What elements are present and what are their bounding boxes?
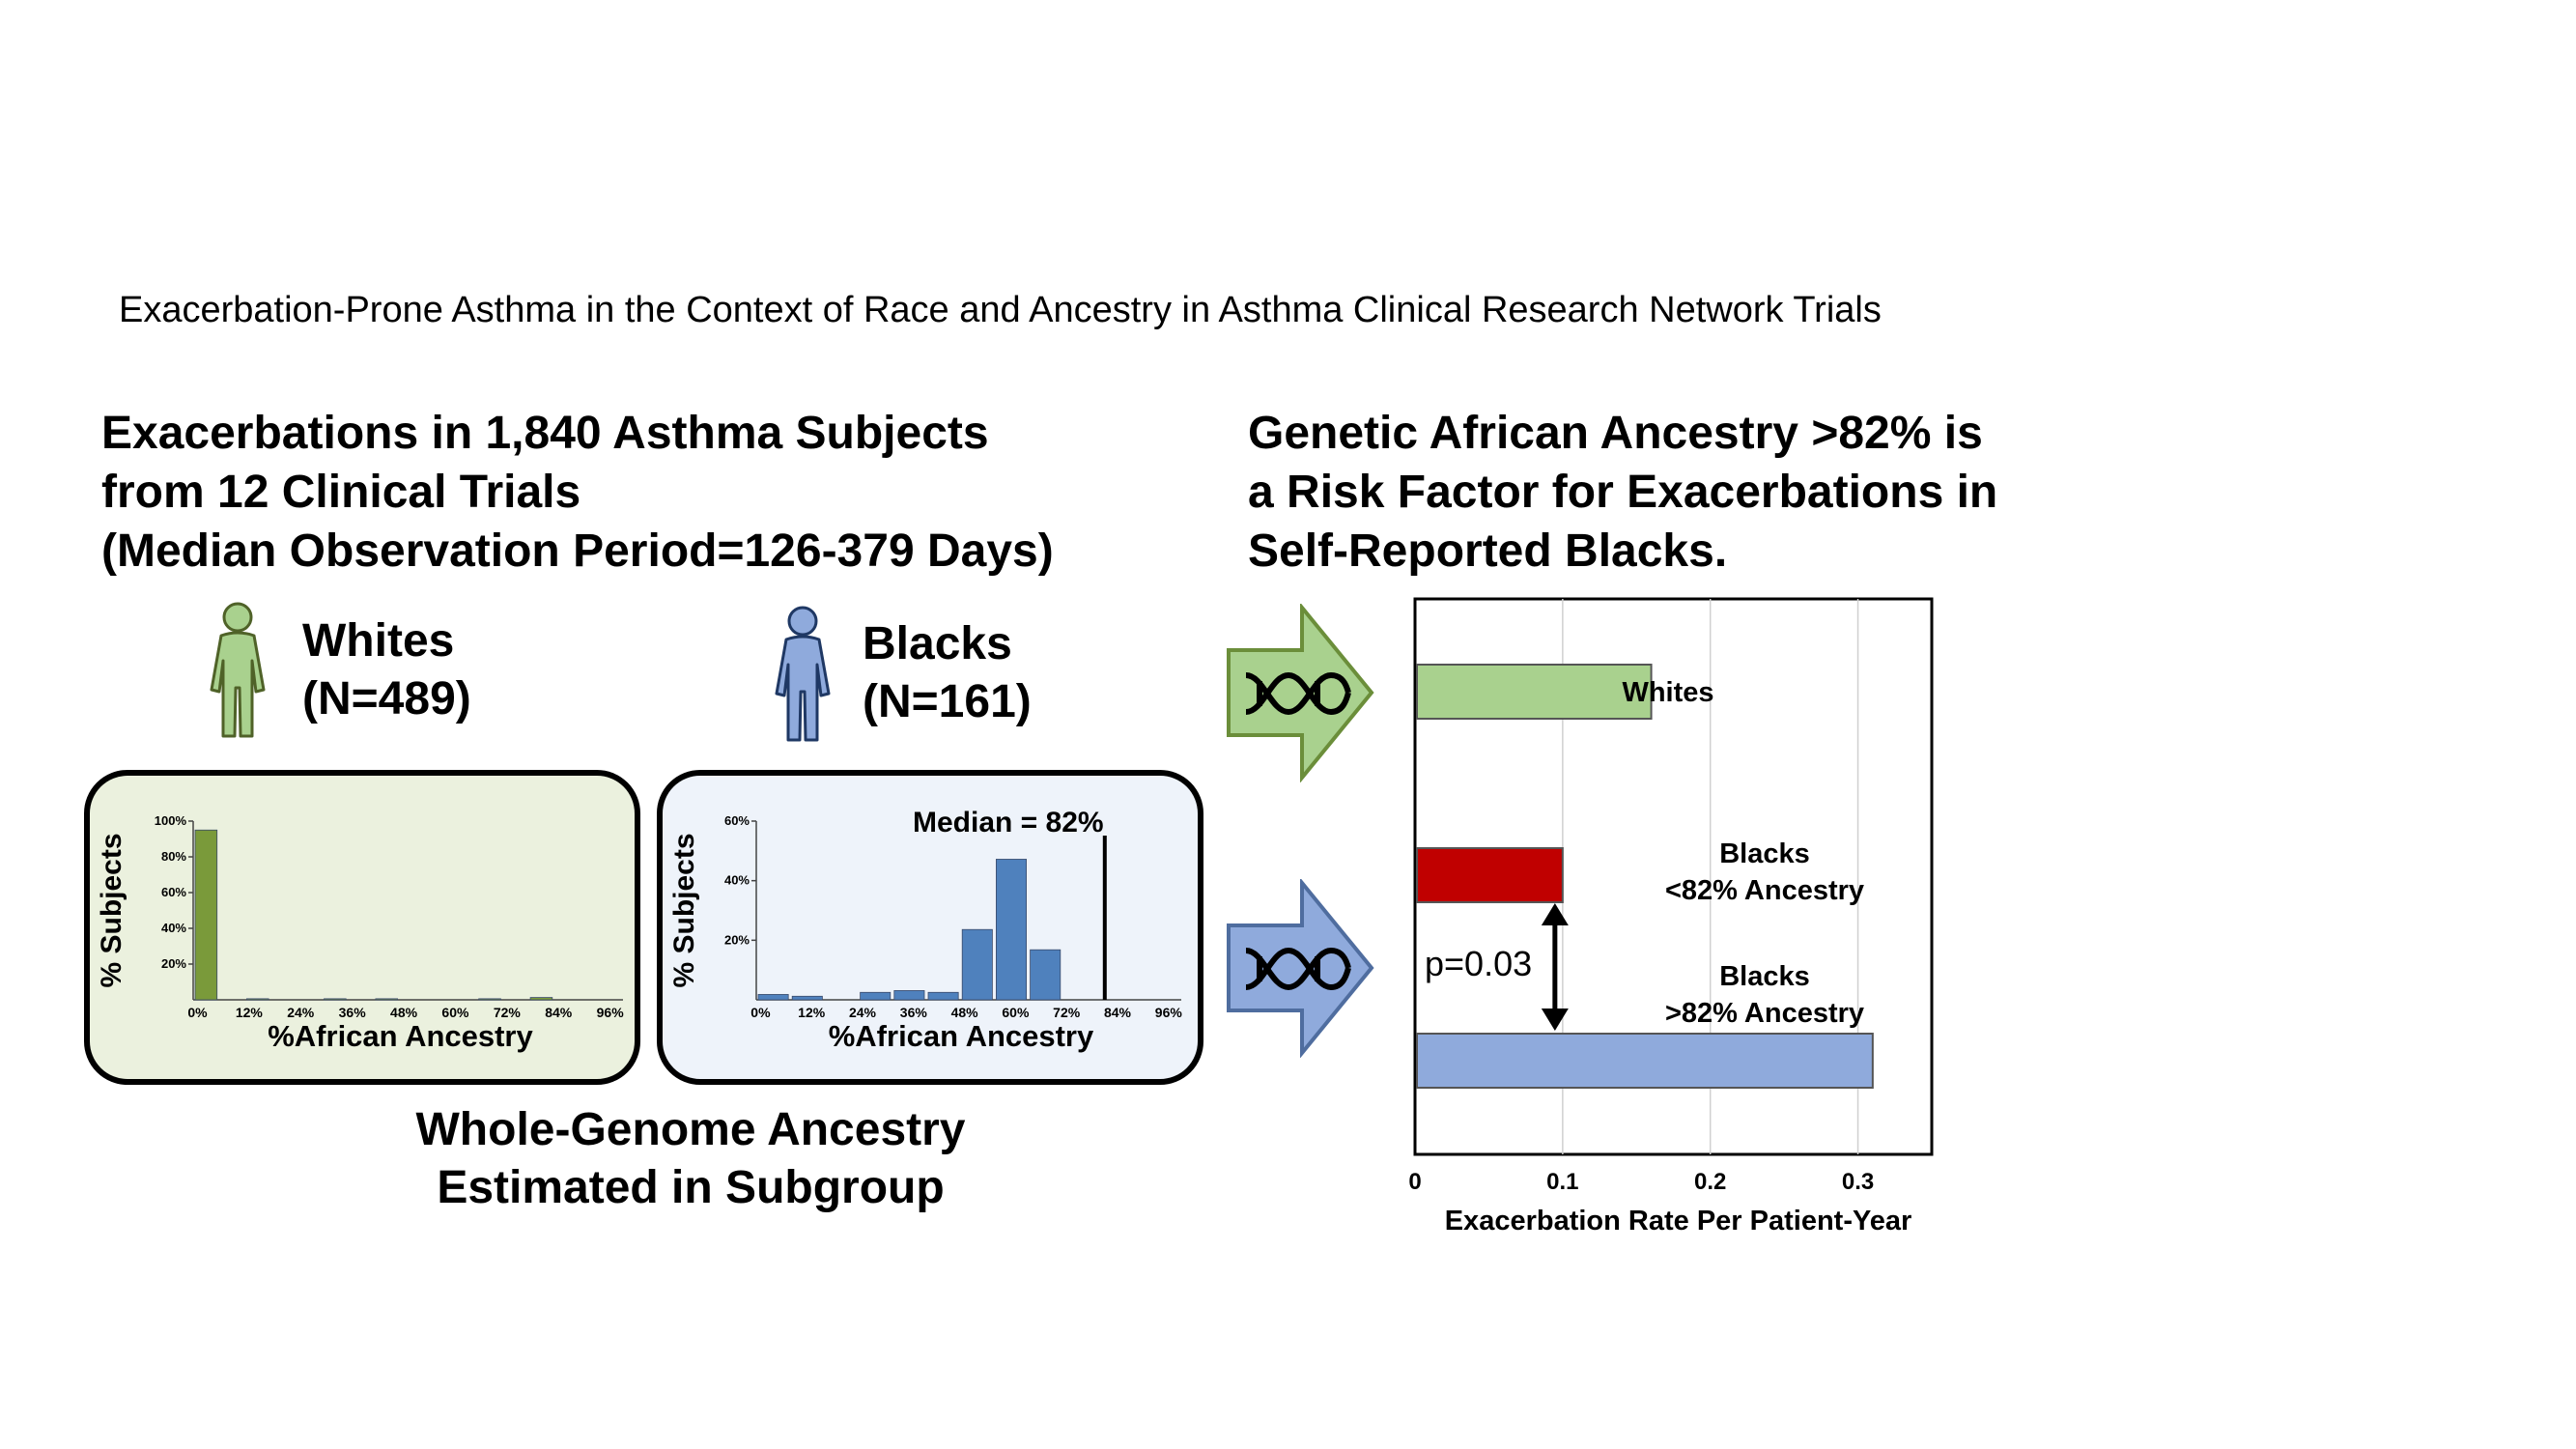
- x-tick-label: 12%: [798, 1005, 826, 1020]
- x-tick-label: 0%: [187, 1005, 208, 1020]
- x-tick-label: 24%: [849, 1005, 877, 1020]
- right-heading-line: Genetic African Ancestry >82% is: [1248, 408, 1983, 459]
- whites-arrow: [1227, 604, 1374, 782]
- histogram-bar: [1030, 949, 1062, 1001]
- bar-label: Whites: [1622, 677, 1713, 708]
- rate-bar: [1416, 664, 1653, 720]
- histogram-bar: [757, 994, 789, 1001]
- x-axis-label: %African Ancestry: [829, 1019, 1094, 1053]
- x-tick-label: 96%: [597, 1005, 625, 1020]
- y-axis-label: % Subjects: [96, 833, 127, 987]
- person-icon: [775, 606, 831, 742]
- x-tick-label: 72%: [1053, 1005, 1081, 1020]
- blacks-name: Blacks: [863, 618, 1012, 669]
- whites-group-label: Whites (N=489): [302, 612, 471, 728]
- x-tick-label: 48%: [951, 1005, 979, 1020]
- y-tick-label: 40%: [724, 873, 750, 888]
- y-tick-label: 20%: [724, 932, 750, 947]
- blacks-arrow: [1227, 879, 1374, 1058]
- x-tick-label: 0.3: [1842, 1169, 1874, 1195]
- whites-count: (N=489): [302, 673, 471, 724]
- arrow-right-icon: [1227, 879, 1374, 1058]
- arrow-head-up: [1541, 903, 1569, 925]
- bar-label: <82% Ancestry: [1665, 875, 1864, 906]
- panel-background: [657, 770, 1203, 1085]
- x-tick-label: 0.2: [1694, 1169, 1726, 1195]
- left-heading-line: Exacerbations in 1,840 Asthma Subjects: [101, 408, 989, 459]
- x-tick-label: 0%: [750, 1005, 771, 1020]
- histogram-bar: [324, 998, 347, 1001]
- panel-caption-line: Estimated in Subgroup: [437, 1162, 945, 1213]
- histogram-bar: [791, 995, 823, 1001]
- histogram-bar: [860, 991, 892, 1001]
- bar-label: >82% Ancestry: [1665, 998, 1864, 1029]
- x-axis-label: Exacerbation Rate Per Patient-Year: [1445, 1206, 1912, 1236]
- y-tick-label: 20%: [161, 956, 186, 971]
- x-tick-label: 48%: [390, 1005, 418, 1020]
- whites-person: [210, 602, 266, 738]
- page-title: Exacerbation-Prone Asthma in the Context…: [119, 290, 1882, 330]
- y-tick-label: 60%: [161, 885, 186, 899]
- histogram-bar: [478, 998, 501, 1001]
- histogram-bar: [893, 990, 925, 1001]
- histogram-bar: [194, 829, 218, 1001]
- left-heading-line: (Median Observation Period=126-379 Days): [101, 526, 1054, 577]
- right-heading: Genetic African Ancestry >82% is a Risk …: [1248, 404, 1997, 581]
- x-tick-label: 84%: [1104, 1005, 1132, 1020]
- rate-bar: [1416, 1033, 1874, 1089]
- histogram-bar: [529, 997, 553, 1001]
- y-tick-label: 40%: [161, 921, 186, 935]
- blacks-ancestry-panel: 20% 40% 60% 0% 12% 24% 36% 48% 60% 72% 84% 96% %Afri…: [657, 770, 1203, 1085]
- exacerbation-rate-chart: 0 0.1 0.2 0.3 Exacerbation Rate Per Patient-…: [1408, 597, 1934, 1236]
- blacks-person: [775, 606, 831, 742]
- histogram-bar: [927, 991, 959, 1001]
- bar-label: Blacks: [1719, 961, 1810, 992]
- panel-caption-line: Whole-Genome Ancestry: [415, 1104, 966, 1155]
- p-value-annotation: p=0.03: [1425, 944, 1532, 983]
- right-heading-line: Self-Reported Blacks.: [1248, 526, 1728, 577]
- y-tick-label: 60%: [724, 813, 750, 828]
- x-tick-label: 84%: [545, 1005, 573, 1020]
- panel-caption: Whole-Genome Ancestry Estimated in Subgr…: [396, 1101, 985, 1217]
- dna-icon: [1245, 947, 1351, 991]
- whites-name: Whites: [302, 615, 455, 667]
- x-tick-label: 12%: [236, 1005, 264, 1020]
- y-tick-label: 100%: [155, 813, 187, 828]
- blacks-group-label: Blacks (N=161): [863, 615, 1032, 731]
- histogram-bar: [375, 998, 398, 1001]
- median-label: Median = 82%: [913, 807, 1104, 838]
- x-tick-label: 36%: [900, 1005, 928, 1020]
- rate-bar: [1416, 847, 1564, 903]
- x-tick-label: 0.1: [1546, 1169, 1578, 1195]
- x-axis-label: %African Ancestry: [268, 1019, 533, 1053]
- x-tick-label: 60%: [441, 1005, 469, 1020]
- left-heading-line: from 12 Clinical Trials: [101, 467, 581, 518]
- arrow-head-down: [1541, 1009, 1569, 1031]
- person-icon: [210, 602, 266, 738]
- histogram-bar: [245, 998, 269, 1001]
- panel-background: [84, 770, 640, 1085]
- histogram-bar: [961, 928, 993, 1001]
- blacks-count: (N=161): [863, 676, 1032, 727]
- left-heading: Exacerbations in 1,840 Asthma Subjects f…: [101, 404, 1054, 581]
- dna-icon: [1245, 671, 1351, 716]
- histogram-bar: [995, 859, 1027, 1001]
- x-tick-label: 36%: [339, 1005, 367, 1020]
- arrow-right-icon: [1227, 604, 1374, 782]
- bar-label: Blacks: [1719, 838, 1810, 869]
- y-axis-label: % Subjects: [668, 833, 700, 987]
- whites-ancestry-panel: 20% 40% 60% 80% 100% 0% 12% 24% 36% 48% 60% 72% 84% 9…: [84, 770, 640, 1085]
- x-tick-label: 24%: [287, 1005, 315, 1020]
- x-tick-label: 60%: [1002, 1005, 1030, 1020]
- x-tick-label: 0: [1408, 1169, 1421, 1195]
- x-tick-label: 72%: [494, 1005, 522, 1020]
- y-tick-label: 80%: [161, 849, 186, 864]
- x-tick-label: 96%: [1155, 1005, 1183, 1020]
- right-heading-line: a Risk Factor for Exacerbations in: [1248, 467, 1998, 518]
